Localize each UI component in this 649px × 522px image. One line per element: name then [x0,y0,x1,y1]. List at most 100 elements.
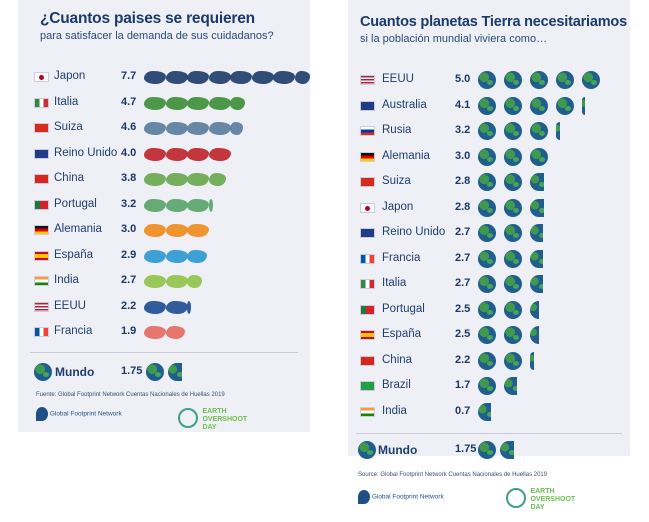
country-map-icon-3 [187,147,209,161]
left-subtitle: para satisfacer la demanda de sus cuidad… [40,30,274,42]
left-title: ¿Cuantos paises se requieren [40,10,255,27]
country-value: 4.6 [121,121,137,133]
planet-globe-icon-3 [530,96,548,115]
country-row: Suiza 4.6 [18,116,310,140]
country-label: Japon [382,200,414,213]
flag-icon [360,100,375,111]
planet-globe-icon-1 [478,96,496,115]
country-label: China [382,353,413,366]
planet-globe-icon-1 [478,326,496,344]
country-map-icon-2 [165,249,188,263]
gfn-logo-right: Global Footprint Network [358,490,444,504]
flag-icon [360,381,375,391]
flag-icon [34,225,49,235]
right-subtitle: si la población mundial viviera como… [360,33,548,45]
country-map-icon-4 [208,147,231,161]
eod-logo-text: EARTH OVERSHOOT DAY [530,488,576,511]
planet-globe-icon-1 [478,249,496,268]
country-map-icon-1 [144,300,166,314]
flag-icon [34,327,49,337]
planet-globe-icon-4 [556,71,574,89]
country-map-icon-3 [187,224,209,237]
country-map-icon-1 [144,122,166,135]
country-value: 3.2 [455,124,471,136]
planet-globe-icon-3 [530,71,548,89]
flag-icon [34,301,49,312]
flag-icon [360,279,375,289]
country-label: Australia [382,98,427,111]
country-map-icon-1 [144,198,166,212]
world-globe-icon-1 [478,441,496,459]
right-world-value: 1.75 [455,443,477,455]
country-map-icon-2 [165,275,188,288]
country-map-icon-1 [144,275,166,288]
country-row: Suiza 2.8 [348,170,630,194]
country-row: Italia 2.7 [348,272,630,296]
country-map-icon-8 [294,71,310,84]
planet-globe-icon-3 [530,198,545,217]
flag-icon [360,177,375,187]
country-label: EEUU [382,73,414,85]
country-row: India 2.7 [18,269,310,293]
country-value: 4.1 [455,98,471,111]
planet-globe-icon-5 [582,96,585,115]
planet-globe-icon-2 [504,147,522,166]
country-label: Francia [382,251,421,264]
planet-globe-icon-2 [504,71,522,89]
country-value: 1.7 [455,379,471,391]
flag-icon [34,123,49,133]
planet-globe-icon-3 [530,275,543,293]
country-value: 1.9 [121,325,137,337]
planet-globe-icon-1 [478,377,496,395]
flag-icon [360,151,375,162]
planet-globe-icon-3 [530,122,548,140]
planet-globe-icon-1 [478,300,496,319]
country-map-icon-1 [144,326,166,339]
country-map-icon-1 [144,71,166,84]
country-value: 0.7 [455,404,471,417]
flag-icon [34,250,49,261]
country-row: China 2.2 [348,349,630,373]
flag-icon [360,75,375,85]
country-row: Alemania 3.0 [18,218,310,242]
flag-icon [360,304,375,315]
country-label: Suiza [54,121,83,133]
flag-icon [360,355,375,366]
flag-icon [360,406,375,417]
planet-globe-icon-1 [478,198,496,217]
planet-globe-icon-2 [504,173,522,191]
country-value: 2.7 [121,274,137,286]
planet-globe-icon-3 [530,147,548,166]
planet-globe-icon-3 [530,224,543,242]
right-world-label: Mundo [378,443,418,457]
country-value: 2.5 [455,302,471,315]
country-map-icon-2 [165,96,188,110]
country-map-icon-5 [230,96,246,110]
planet-globe-icon-2 [504,351,522,370]
country-value: 2.7 [455,277,471,289]
country-value: 2.2 [455,353,471,366]
country-map-icon-4 [208,198,213,212]
country-label: Portugal [382,302,425,315]
country-map-icon-2 [165,173,188,186]
country-row: Reino Unido 2.7 [348,221,630,245]
country-map-icon-3 [187,173,209,186]
left-panel: ¿Cuantos paises se requieren para satisf… [18,0,310,432]
country-row: Francia 2.7 [348,247,630,271]
planet-globe-icon-1 [478,71,496,89]
left-world-value: 1.75 [121,365,143,377]
planet-globe-icon-1 [478,173,496,191]
country-map-icon-2 [165,122,188,135]
gfn-leaf-icon [36,407,48,421]
country-row: Portugal 3.2 [18,193,310,217]
country-label: India [382,404,407,417]
country-label: Suiza [382,175,411,187]
planet-globe-icon-2 [504,326,522,344]
right-panel: Cuantos planetas Tierra necesitariamos s… [348,0,630,459]
country-map-icon-2 [165,198,188,212]
flag-icon [34,148,49,159]
country-row: EEUU 5.0 [348,68,630,92]
country-value: 3.2 [121,197,137,210]
planet-globe-icon-2 [504,300,522,319]
country-label: Alemania [382,149,430,162]
